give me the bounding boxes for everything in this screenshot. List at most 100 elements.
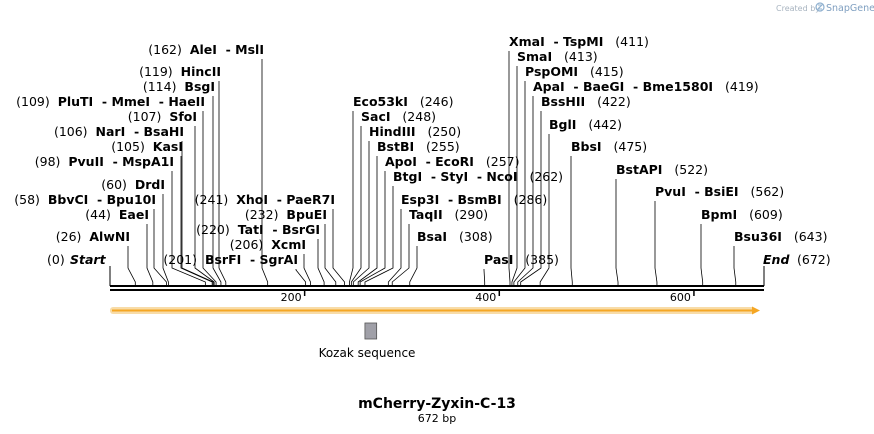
site-line-bstapi bbox=[615, 179, 619, 286]
site-alei-msli[interactable]: (162) AleI - MslI bbox=[148, 42, 264, 57]
site-label-bsai[interactable]: BsaI (308) bbox=[417, 229, 493, 244]
site-pluti-mmei-haeii[interactable]: (109) PluTI - MmeI - HaeII bbox=[16, 94, 205, 109]
site-label-bbsi[interactable]: BbsI (475) bbox=[571, 139, 647, 154]
site-bpmi[interactable]: BpmI (609) bbox=[701, 207, 783, 222]
site-line-pvui-bsiei bbox=[654, 201, 658, 286]
site-label-xcmi[interactable]: (206) XcmI bbox=[230, 237, 306, 252]
site-pos: (44) bbox=[85, 207, 111, 222]
site-label-apoi-ecori[interactable]: ApoI - EcoRI (257) bbox=[385, 154, 519, 169]
site-label-drdi[interactable]: (60) DrdI bbox=[101, 177, 165, 192]
site-smai[interactable]: SmaI (413) bbox=[517, 49, 598, 64]
site-label-pluti-mmei-haeii[interactable]: (109) PluTI - MmeI - HaeII bbox=[16, 94, 205, 109]
site-label-eaei[interactable]: (44) EaeI bbox=[85, 207, 149, 222]
site-xhoi-paer7i[interactable]: (241) XhoI - PaeR7I bbox=[195, 192, 335, 207]
map-ends: (0) Start End (672) bbox=[47, 252, 831, 286]
site-xmai-tspmi[interactable]: XmaI - TspMI (411) bbox=[509, 34, 649, 49]
enzyme-name: PvuII bbox=[68, 154, 104, 169]
site-bbvci-bpu10i[interactable]: (58) BbvCI - Bpu10I bbox=[14, 192, 156, 207]
site-tati-bsrgi[interactable]: (220) TatI - BsrGI bbox=[196, 222, 320, 237]
site-pos: (385) bbox=[525, 252, 559, 267]
site-esp3i-bsmbi[interactable]: Esp3I - BsmBI (286) bbox=[401, 192, 547, 207]
site-label-tati-bsrgi[interactable]: (220) TatI - BsrGI bbox=[196, 222, 320, 237]
site-drdi[interactable]: (60) DrdI bbox=[101, 177, 165, 192]
site-kasi[interactable]: (105) KasI bbox=[111, 139, 183, 154]
site-hincii[interactable]: (119) HincII bbox=[139, 64, 221, 79]
enzyme-name: AlwNI bbox=[89, 229, 130, 244]
site-label-bstbi[interactable]: BstBI (255) bbox=[377, 139, 460, 154]
spacer bbox=[585, 94, 597, 109]
site-btgi-styi-ncoi[interactable]: BtgI - StyI - NcoI (262) bbox=[393, 169, 563, 184]
enzyme-name: NarI bbox=[96, 124, 126, 139]
site-eaei[interactable]: (44) EaeI bbox=[85, 207, 149, 222]
enzyme-name: BsrFI bbox=[205, 252, 241, 267]
site-label-sfoi[interactable]: (107) SfoI bbox=[128, 109, 197, 124]
site-label-btgi-styi-ncoi[interactable]: BtgI - StyI - NcoI (262) bbox=[393, 169, 563, 184]
site-label-bsshii[interactable]: BssHII (422) bbox=[541, 94, 631, 109]
site-label-bpmi[interactable]: BpmI (609) bbox=[701, 207, 783, 222]
site-pspomi[interactable]: PspOMI (415) bbox=[525, 64, 624, 79]
enzyme-name: PaeR7I bbox=[286, 192, 335, 207]
site-label-alei-msli[interactable]: (162) AleI - MslI bbox=[148, 42, 264, 57]
site-label-bpuei[interactable]: (232) BpuEI bbox=[245, 207, 327, 222]
site-pvuii-mspa1i[interactable]: (98) PvuII - MspA1I bbox=[35, 154, 174, 169]
site-pos: (290) bbox=[455, 207, 489, 222]
site-label-smai[interactable]: SmaI (413) bbox=[517, 49, 598, 64]
site-pos: (58) bbox=[14, 192, 40, 207]
enzyme-name: PasI bbox=[484, 252, 513, 267]
site-label-bbvci-bpu10i[interactable]: (58) BbvCI - Bpu10I bbox=[14, 192, 156, 207]
site-label-apai-baegi-bme1580i[interactable]: ApaI - BaeGI - Bme1580I (419) bbox=[533, 79, 759, 94]
feature-kozak[interactable]: Kozak sequence bbox=[319, 322, 416, 360]
site-bstapi[interactable]: BstAPI (522) bbox=[616, 162, 708, 177]
site-label-kasi[interactable]: (105) KasI bbox=[111, 139, 183, 154]
site-label-pvui-bsiei[interactable]: PvuI - BsiEI (562) bbox=[655, 184, 784, 199]
site-bsu36i[interactable]: Bsu36I (643) bbox=[734, 229, 827, 244]
site-label-nari-bsahi[interactable]: (106) NarI - BsaHI bbox=[54, 124, 184, 139]
orf-arrowhead-icon bbox=[752, 306, 760, 315]
enzyme-name: HincII bbox=[181, 64, 221, 79]
site-label-hincii[interactable]: (119) HincII bbox=[139, 64, 221, 79]
site-label-pspomi[interactable]: PspOMI (415) bbox=[525, 64, 624, 79]
site-label-esp3i-bsmbi[interactable]: Esp3I - BsmBI (286) bbox=[401, 192, 547, 207]
enzyme-name: BsaHI bbox=[143, 124, 184, 139]
site-bsshii[interactable]: BssHII (422) bbox=[541, 94, 631, 109]
site-apai-baegi-bme1580i[interactable]: ApaI - BaeGI - Bme1580I (419) bbox=[533, 79, 759, 94]
site-bpuei[interactable]: (232) BpuEI bbox=[245, 207, 327, 222]
site-pos: (206) bbox=[230, 237, 264, 252]
site-label-bsgi[interactable]: (114) BsgI bbox=[143, 79, 215, 94]
site-xcmi[interactable]: (206) XcmI bbox=[230, 237, 306, 252]
site-label-pasi[interactable]: PasI (385) bbox=[484, 252, 559, 267]
site-label-saci[interactable]: SacI (248) bbox=[361, 109, 436, 124]
site-pos: (105) bbox=[111, 139, 145, 154]
site-label-bsu36i[interactable]: Bsu36I (643) bbox=[734, 229, 827, 244]
site-label-pvuii-mspa1i[interactable]: (98) PvuII - MspA1I bbox=[35, 154, 174, 169]
site-hindiii[interactable]: HindIII (250) bbox=[369, 124, 461, 139]
site-label-taqii[interactable]: TaqII (290) bbox=[409, 207, 488, 222]
site-label-alwni[interactable]: (26) AlwNI bbox=[56, 229, 130, 244]
site-bsrfi-sgrai[interactable]: (201) BsrFI - SgrAI bbox=[163, 252, 298, 267]
site-pos: (562) bbox=[750, 184, 784, 199]
site-label-eco53ki[interactable]: Eco53kI (246) bbox=[353, 94, 453, 109]
site-label-bsrfi-sgrai[interactable]: (201) BsrFI - SgrAI bbox=[163, 252, 298, 267]
site-bbsi[interactable]: BbsI (475) bbox=[571, 139, 647, 154]
kozak-feature-box[interactable] bbox=[364, 322, 378, 340]
site-sfoi[interactable]: (107) SfoI bbox=[128, 109, 197, 124]
site-apoi-ecori[interactable]: ApoI - EcoRI (257) bbox=[385, 154, 519, 169]
site-bsgi[interactable]: (114) BsgI bbox=[143, 79, 215, 94]
site-nari-bsahi[interactable]: (106) NarI - BsaHI bbox=[54, 124, 184, 139]
site-bstbi[interactable]: BstBI (255) bbox=[377, 139, 460, 154]
site-label-hindiii[interactable]: HindIII (250) bbox=[369, 124, 461, 139]
site-eco53ki[interactable]: Eco53kI (246) bbox=[353, 94, 453, 109]
site-bsai[interactable]: BsaI (308) bbox=[417, 229, 493, 244]
site-pvui-bsiei[interactable]: PvuI - BsiEI (562) bbox=[655, 184, 784, 199]
site-bgli[interactable]: BglI (442) bbox=[549, 117, 622, 132]
site-alwni[interactable]: (26) AlwNI bbox=[56, 229, 130, 244]
spacer bbox=[145, 139, 153, 154]
site-saci[interactable]: SacI (248) bbox=[361, 109, 436, 124]
site-label-bgli[interactable]: BglI (442) bbox=[549, 117, 622, 132]
spacer bbox=[161, 109, 169, 124]
site-label-xhoi-paer7i[interactable]: (241) XhoI - PaeR7I bbox=[195, 192, 335, 207]
site-label-bstapi[interactable]: BstAPI (522) bbox=[616, 162, 708, 177]
site-taqii[interactable]: TaqII (290) bbox=[409, 207, 488, 222]
site-label-xmai-tspmi[interactable]: XmaI - TspMI (411) bbox=[509, 34, 649, 49]
site-pasi[interactable]: PasI (385) bbox=[484, 252, 559, 267]
